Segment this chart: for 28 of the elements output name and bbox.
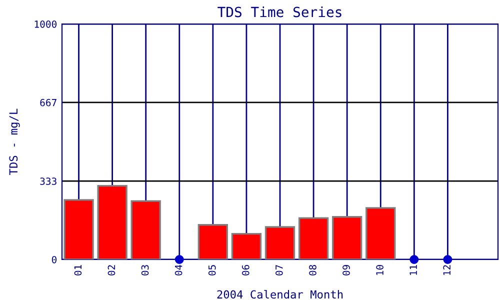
bar xyxy=(298,217,329,260)
y-axis-title: TDS - mg/L xyxy=(9,108,20,175)
bar xyxy=(130,200,161,260)
y-tick-label: 333 xyxy=(40,178,56,185)
x-tick-label: 08 xyxy=(309,264,316,276)
x-tick-label: 12 xyxy=(443,265,450,275)
x-tick-label: 01 xyxy=(74,265,82,276)
x-tick-label: 11 xyxy=(410,265,417,275)
bar xyxy=(231,232,262,260)
bar xyxy=(332,216,362,260)
y-tick-label: 1000 xyxy=(34,20,57,28)
x-tick-label: 07 xyxy=(275,265,283,276)
y-tick-label: 0 xyxy=(52,256,57,264)
x-tick-label: 02 xyxy=(108,265,116,276)
x-tick-label: 10 xyxy=(376,264,384,275)
chart-title: TDS Time Series xyxy=(218,6,342,18)
x-tick-label: 06 xyxy=(242,264,250,276)
bar xyxy=(366,207,396,260)
x-tick-label: 03 xyxy=(141,265,149,276)
x-tick-label: 09 xyxy=(342,265,350,276)
x-tick-label: 04 xyxy=(174,264,182,276)
x-tick-label: 05 xyxy=(208,265,216,276)
bar xyxy=(264,226,296,260)
y-tick-label: 667 xyxy=(40,98,56,106)
bar xyxy=(198,224,228,260)
bar xyxy=(64,199,94,260)
bar xyxy=(97,184,128,260)
x-axis-title: 2004 Calendar Month xyxy=(217,290,343,299)
